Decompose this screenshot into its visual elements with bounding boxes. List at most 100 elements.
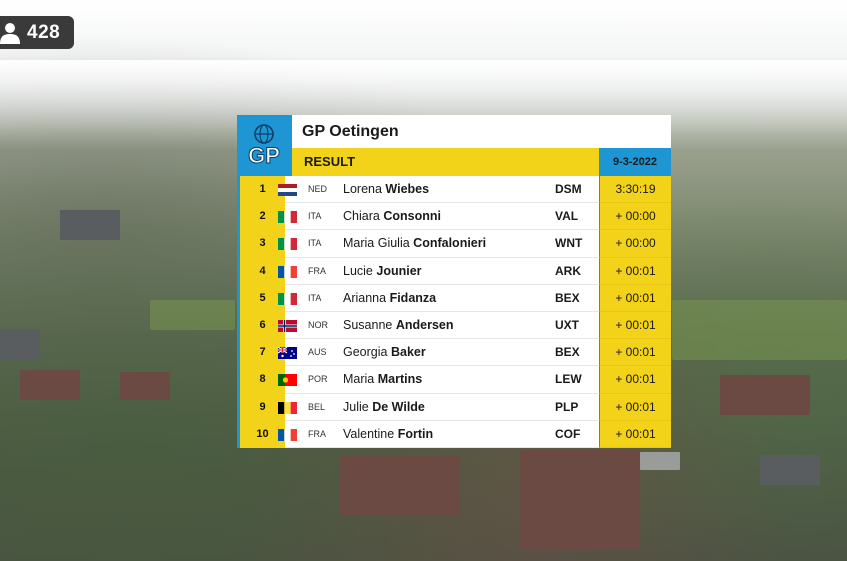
- rider-first-name: Lorena: [343, 182, 382, 196]
- results-list: 1 NED Lorena Wiebes DSM 3:30:19 2 ITA Chiara Co…: [237, 176, 671, 448]
- race-logo: GP: [237, 115, 292, 176]
- result-row: 10 FRA Valentine Fortin COF + 00:01: [237, 420, 671, 448]
- row-accent: [237, 311, 240, 340]
- row-accent: [237, 366, 240, 394]
- rider-first-name: Maria: [343, 372, 375, 387]
- result-row: 1 NED Lorena Wiebes DSM 3:30:19: [237, 176, 671, 204]
- row-body: ITA Maria Giulia Confalonieri WNT: [278, 230, 599, 258]
- row-time: + 00:01: [599, 311, 671, 340]
- house-roof: [120, 372, 170, 400]
- row-time: + 00:00: [599, 230, 671, 258]
- row-position: 4: [240, 257, 285, 285]
- row-time: + 00:01: [599, 339, 671, 367]
- title-bar: GP Oetingen: [292, 115, 671, 148]
- house-roof: [60, 210, 120, 240]
- section-label: RESULT: [304, 154, 356, 169]
- row-body: ITA Chiara Consonni VAL: [278, 203, 599, 231]
- row-team: UXT: [555, 317, 579, 332]
- row-position: 6: [240, 311, 285, 340]
- flag-ita-icon: [278, 210, 297, 224]
- flag-ned-icon: [278, 183, 297, 196]
- row-nationality: POR: [308, 374, 328, 385]
- globe-logo-icon: GP: [248, 124, 280, 169]
- result-row: 6 NOR Susanne Andersen UXT + 00:01: [237, 311, 671, 340]
- row-nationality: ITA: [308, 292, 322, 303]
- race-title: GP Oetingen: [302, 123, 399, 140]
- result-row: 3 ITA Maria Giulia Confalonieri WNT + 00:00: [237, 230, 671, 258]
- row-team: PLP: [555, 399, 579, 414]
- row-time: 3:30:19: [599, 176, 671, 204]
- row-team: BEX: [555, 345, 580, 360]
- row-accent: [237, 203, 240, 231]
- row-time: + 00:01: [599, 366, 671, 394]
- row-team: COF: [555, 426, 581, 441]
- person-icon: [0, 22, 20, 44]
- house-roof: [340, 455, 460, 515]
- house-roof: [760, 455, 820, 485]
- section-bar: RESULT: [292, 148, 599, 176]
- viewer-count: 428: [27, 21, 61, 43]
- flag-nor-icon: [278, 319, 297, 332]
- row-body: AUS Georgia Baker BEX: [277, 339, 599, 367]
- row-accent: [237, 339, 240, 367]
- field: [672, 300, 847, 360]
- row-accent: [237, 257, 240, 285]
- rider-name: Susanne Andersen: [343, 312, 454, 339]
- result-row: 7 AUS Georgia Baker BEX + 00:01: [237, 339, 671, 367]
- house-roof: [720, 375, 810, 415]
- row-body: NED Lorena Wiebes DSM: [278, 176, 599, 204]
- house-roof: [640, 452, 680, 470]
- rider-first-name: Georgia: [343, 345, 388, 360]
- row-team: ARK: [555, 263, 581, 278]
- rider-first-name: Maria Giulia: [343, 236, 410, 251]
- rider-name: Arianna Fidanza: [343, 285, 436, 312]
- row-accent: [237, 284, 240, 312]
- rider-first-name: Valentine: [343, 426, 395, 441]
- rider-last-name: Consonni: [383, 209, 441, 224]
- flag-bel-icon: [278, 401, 297, 414]
- logo-text: GP: [248, 143, 280, 168]
- row-time: + 00:01: [599, 284, 671, 312]
- rider-name: Valentine Fortin: [343, 421, 433, 448]
- row-nationality: ITA: [308, 211, 322, 222]
- flag-ita-icon: [278, 292, 297, 305]
- rider-last-name: Baker: [390, 345, 426, 360]
- house-roof: [0, 330, 40, 360]
- row-body: FRA Lucie Jounier ARK: [278, 257, 599, 285]
- rider-first-name: Arianna: [343, 290, 387, 305]
- row-nationality: NED: [308, 184, 328, 194]
- row-team: LEW: [555, 372, 582, 387]
- row-accent: [237, 393, 240, 421]
- rider-last-name: Confalonieri: [413, 236, 487, 251]
- row-body: ITA Arianna Fidanza BEX: [278, 284, 599, 312]
- row-nationality: FRA: [308, 265, 326, 276]
- house-roof: [520, 450, 640, 550]
- row-nationality: AUS: [308, 347, 327, 358]
- house-roof: [20, 370, 80, 400]
- flag-fra-icon: [278, 428, 297, 441]
- row-nationality: NOR: [308, 319, 328, 330]
- row-accent: [237, 420, 240, 448]
- flag-por-icon: [278, 373, 297, 387]
- row-position: 7: [240, 339, 285, 367]
- flag-ita-icon: [278, 237, 297, 251]
- row-body: FRA Valentine Fortin COF: [278, 420, 599, 448]
- row-position: 3: [240, 230, 285, 258]
- result-row: 2 ITA Chiara Consonni VAL + 00:00: [237, 203, 671, 231]
- rider-name: Maria Martins: [343, 366, 422, 393]
- rider-name: Julie De Wilde: [343, 394, 425, 421]
- row-position: 5: [240, 284, 285, 312]
- rider-name: Maria Giulia Confalonieri: [343, 230, 486, 257]
- rider-last-name: Andersen: [395, 317, 454, 332]
- rider-last-name: Martins: [377, 372, 423, 387]
- rider-first-name: Chiara: [343, 209, 380, 224]
- rider-name: Chiara Consonni: [343, 203, 441, 230]
- rider-name: Lucie Jounier: [343, 258, 422, 285]
- viewer-count-badge: 428: [0, 16, 74, 49]
- row-body: NOR Susanne Andersen UXT: [278, 311, 599, 340]
- rider-last-name: Fortin: [397, 426, 434, 441]
- rider-name: Lorena Wiebes: [343, 176, 429, 203]
- result-row: 8 POR Maria Martins LEW + 00:01: [237, 366, 671, 394]
- field: [150, 300, 235, 330]
- results-board: GP GP Oetingen RESULT 9-3-2022 1 NED Loren…: [237, 115, 671, 448]
